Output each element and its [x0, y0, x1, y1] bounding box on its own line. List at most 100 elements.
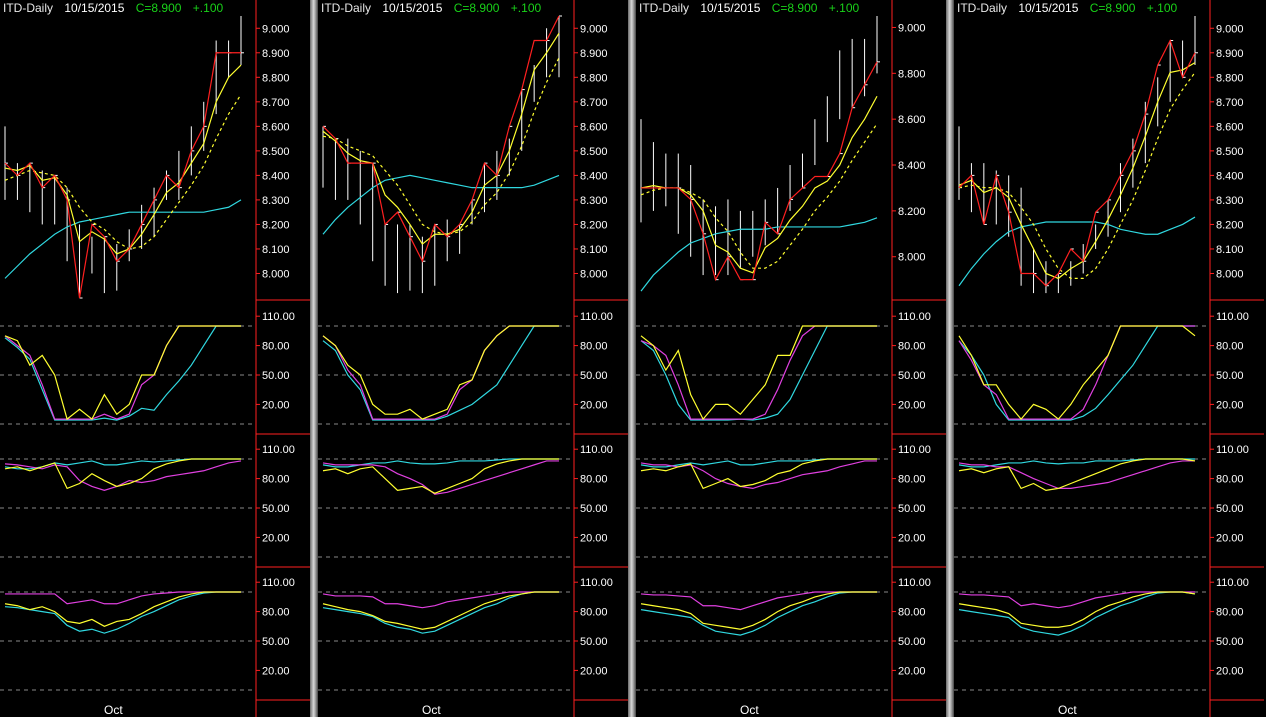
oscillator-cyan-line [958, 591, 1196, 636]
price-tick-label: 8.400 [262, 170, 290, 182]
oscillator-yellow-line [640, 591, 877, 630]
price-tick-label: 8.300 [580, 195, 608, 207]
oscillator-tick-label: 80.00 [580, 474, 608, 486]
oscillator-tick-label: 50.00 [1216, 503, 1244, 515]
oscillator-tick-label: 50.00 [262, 370, 290, 382]
oscillator-magenta-line [640, 325, 877, 420]
price-tick-label: 8.000 [1216, 268, 1244, 280]
oscillator-magenta-line [640, 591, 877, 611]
panel-close: C=8.900 [135, 1, 182, 15]
oscillator-tick-label: 20.00 [580, 399, 608, 411]
price-tick-label: 8.100 [262, 244, 290, 256]
chart-panel-3[interactable]: 9.000 8.800 8.600 8.400 8.200 8.000 110.00 80.0… [636, 0, 946, 717]
oscillator-cyan-line [640, 458, 877, 468]
price-tick-label: 8.500 [262, 146, 290, 158]
close-price-line [4, 52, 241, 299]
price-chart-svg: 9.000 8.900 8.800 8.700 8.600 8.500 8.400 8.300… [0, 0, 310, 717]
oscillator-tick-label: 50.00 [262, 503, 290, 515]
panel-divider[interactable] [946, 0, 954, 717]
oscillator-cyan-line [4, 591, 241, 634]
month-label: Oct [1058, 703, 1077, 717]
price-tick-label: 8.900 [262, 48, 290, 60]
price-tick-label: 8.900 [1216, 48, 1244, 60]
oscillator-tick-label: 20.00 [1216, 399, 1244, 411]
close-price-line [958, 38, 1196, 287]
oscillator-tick-label: 110.00 [580, 444, 613, 456]
long-average-line [322, 174, 560, 235]
oscillator-cyan-line [640, 591, 877, 636]
chart-panel-1[interactable]: 9.000 8.900 8.800 8.700 8.600 8.500 8.400 8.300… [0, 0, 310, 717]
oscillator-tick-label: 80.00 [262, 474, 290, 486]
oscillator-yellow-line [322, 591, 559, 630]
panel-divider[interactable] [628, 0, 636, 717]
panel-title: ITD-Daily [3, 1, 53, 15]
price-tick-label: 8.600 [262, 121, 290, 133]
price-tick-label: 8.300 [262, 195, 290, 207]
panel-close: C=8.900 [453, 1, 500, 15]
chart-panel-4[interactable]: 9.000 8.900 8.800 8.700 8.600 8.500 8.400 8.300… [954, 0, 1264, 717]
oscillator-tick-label: 20.00 [1216, 532, 1244, 544]
oscillator-tick-label: 110.00 [898, 577, 931, 589]
price-tick-label: 9.000 [262, 23, 290, 35]
price-tick-label: 9.000 [580, 23, 608, 35]
panel-header: ITD-Daily 10/15/2015 C=8.900 +.100 [639, 1, 867, 15]
price-tick-label: 8.200 [1216, 219, 1244, 231]
price-tick-label: 8.200 [580, 219, 608, 231]
price-tick-label: 8.600 [1216, 121, 1244, 133]
price-tick-label: 9.000 [898, 22, 926, 34]
oscillator-tick-label: 80.00 [1216, 341, 1244, 353]
panel-change: +.100 [1146, 1, 1178, 15]
oscillator-tick-label: 50.00 [580, 636, 608, 648]
price-tick-label: 8.200 [898, 206, 926, 218]
oscillator-cyan-line [4, 325, 241, 421]
panel-change: +.100 [192, 1, 224, 15]
oscillator-yellow-line [4, 591, 241, 627]
long-average-line [640, 217, 878, 292]
chart-panel-2[interactable]: 9.000 8.900 8.800 8.700 8.600 8.500 8.400 8.300… [318, 0, 628, 717]
price-tick-label: 8.800 [580, 72, 608, 84]
price-tick-label: 8.000 [580, 268, 608, 280]
slow-average-line [958, 72, 1196, 279]
oscillator-tick-label: 80.00 [898, 474, 926, 486]
panel-title: ITD-Daily [321, 1, 371, 15]
oscillator-tick-label: 20.00 [898, 532, 926, 544]
oscillator-tick-label: 20.00 [898, 399, 926, 411]
oscillator-magenta-line [958, 591, 1195, 609]
oscillator-tick-label: 80.00 [580, 607, 608, 619]
panel-date: 10/15/2015 [700, 1, 761, 15]
oscillator-magenta-line [322, 325, 559, 420]
month-label: Oct [104, 703, 123, 717]
price-tick-label: 8.400 [1216, 170, 1244, 182]
oscillator-tick-label: 20.00 [262, 665, 290, 677]
panel-date: 10/15/2015 [1018, 1, 1079, 15]
oscillator-tick-label: 50.00 [1216, 636, 1244, 648]
oscillator-yellow-line [322, 325, 559, 420]
oscillator-yellow-line [322, 458, 559, 494]
oscillator-tick-label: 20.00 [262, 399, 290, 411]
oscillator-magenta-line [322, 460, 559, 495]
oscillator-tick-label: 80.00 [580, 341, 608, 353]
oscillator-magenta-line [4, 325, 241, 420]
oscillator-tick-label: 110.00 [262, 311, 295, 323]
fast-average-line [322, 32, 560, 245]
panel-divider[interactable] [310, 0, 318, 717]
price-tick-label: 8.800 [1216, 72, 1244, 84]
fast-average-line [640, 95, 878, 274]
price-tick-label: 8.100 [580, 244, 608, 256]
oscillator-cyan-line [322, 591, 559, 634]
panel-header: ITD-Daily 10/15/2015 C=8.900 +.100 [321, 1, 549, 15]
long-average-line [4, 199, 242, 279]
price-tick-label: 8.700 [262, 97, 290, 109]
slow-average-line [640, 123, 878, 269]
price-tick-label: 8.400 [898, 160, 926, 172]
price-tick-label: 8.000 [262, 268, 290, 280]
month-label: Oct [422, 703, 441, 717]
oscillator-tick-label: 50.00 [898, 636, 926, 648]
oscillator-tick-label: 110.00 [1216, 577, 1249, 589]
panel-change: +.100 [510, 1, 542, 15]
slow-average-line [322, 57, 560, 235]
oscillator-magenta-line [958, 325, 1195, 420]
oscillator-cyan-line [640, 325, 877, 421]
price-tick-label: 8.600 [580, 121, 608, 133]
price-chart-svg: 9.000 8.800 8.600 8.400 8.200 8.000 110.00 80.0… [636, 0, 946, 717]
